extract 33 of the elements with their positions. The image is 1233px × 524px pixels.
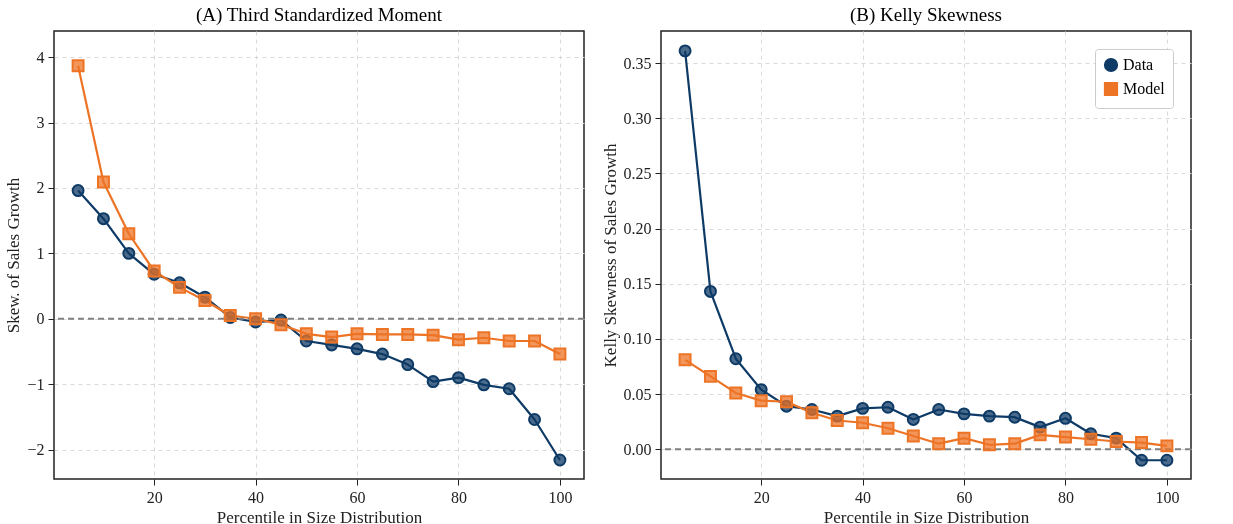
y-axis-title: Kelly Skewness of Sales Growth: [600, 143, 620, 368]
x-tick-label: 100: [1155, 488, 1180, 506]
chart-title: (B) Kelly Skewness: [850, 4, 1002, 26]
y-tick-label: 0: [36, 310, 45, 328]
y-tick-label: 0.25: [623, 164, 652, 182]
x-axis-title: Percentile in Size Distribution: [216, 507, 423, 524]
y-tick-label: 0.20: [623, 220, 652, 238]
y-axis-title: Skew. of Sales Growth: [4, 177, 24, 334]
y-tick-label: 0.30: [623, 109, 652, 127]
chart-title: (A) Third Standardized Moment: [195, 4, 443, 26]
x-tick-label: 60: [956, 488, 973, 506]
x-tick-label: 80: [450, 488, 467, 506]
x-tick-label: 20: [146, 488, 163, 506]
y-tick-label: 0.35: [623, 54, 652, 72]
y-tick-label: 0.05: [623, 385, 652, 403]
y-tick-label: 0.10: [623, 330, 652, 348]
x-tick-label: 80: [1057, 488, 1074, 506]
x-tick-label: 20: [753, 488, 770, 506]
y-tick-label: 0.00: [623, 440, 652, 458]
y-tick-label: 0.15: [623, 275, 652, 293]
x-axis-title: Percentile in Size Distribution: [823, 507, 1030, 524]
y-tick-label: −2: [27, 441, 45, 459]
legend-label: Data: [1123, 56, 1154, 73]
legend-label: Model: [1123, 80, 1166, 97]
x-tick-label: 100: [548, 488, 573, 506]
y-tick-label: 3: [36, 114, 45, 132]
y-tick-label: 4: [36, 48, 45, 66]
x-tick-label: 40: [855, 488, 872, 506]
x-tick-label: 40: [248, 488, 265, 506]
y-tick-label: 2: [36, 179, 45, 197]
y-tick-label: −1: [27, 375, 45, 393]
x-tick-label: 60: [349, 488, 366, 506]
y-tick-label: 1: [36, 244, 45, 262]
